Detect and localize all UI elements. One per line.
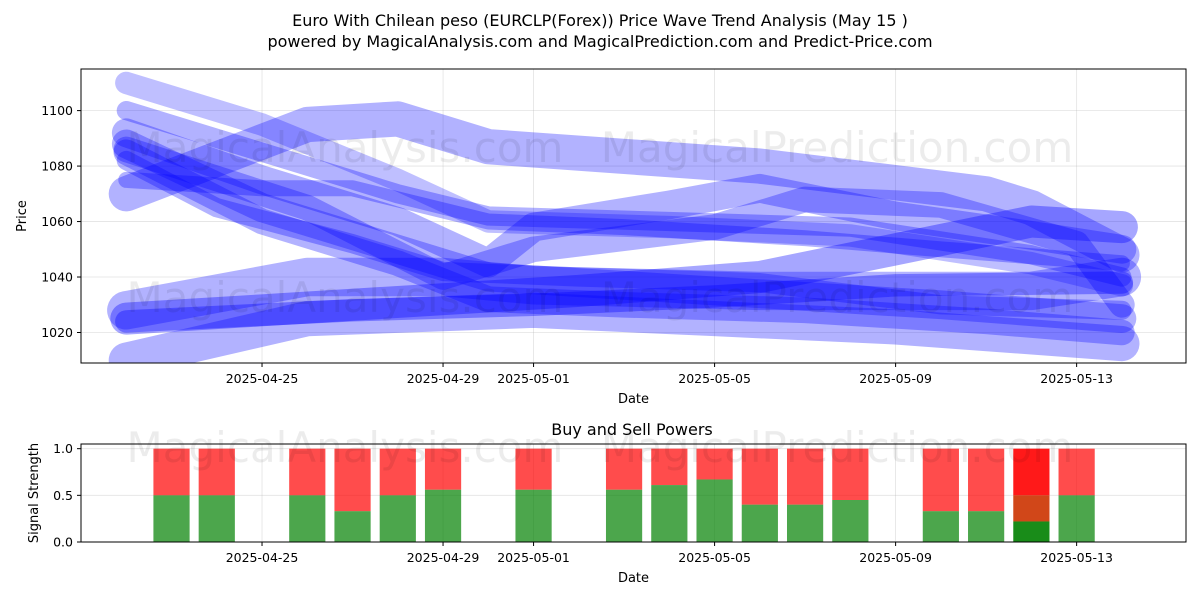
sell-bar-14 xyxy=(968,448,1005,512)
buy-bar-14 xyxy=(968,511,1005,542)
buy-bar-7 xyxy=(605,489,643,542)
price-plot-background xyxy=(81,69,1186,363)
buy-bar-8 xyxy=(651,485,688,542)
buy-bar-15 xyxy=(1013,521,1050,542)
sell-bar-strong-15 xyxy=(1013,448,1050,496)
wave-band-1 xyxy=(107,257,1142,330)
sell-bar-8 xyxy=(651,448,688,486)
buy-bar-1 xyxy=(198,495,235,542)
signal-panel-title: Buy and Sell Powers xyxy=(551,420,713,439)
buy-bar-16 xyxy=(1058,495,1095,542)
sell-bar-7 xyxy=(605,448,643,490)
price-y-tick-label: 1040 xyxy=(41,270,73,285)
wave-band-6 xyxy=(113,139,1135,346)
wave-band-8 xyxy=(113,136,1135,318)
price-panel: 1020 1040 1060 1080 1100 2025-04-25 2025-04-29… xyxy=(15,68,1187,407)
sell-bar-3 xyxy=(334,448,371,512)
price-x-axis-label: Date xyxy=(618,392,649,407)
signal-y-tick-label: 1.0 xyxy=(53,441,73,456)
sell-bar-2 xyxy=(289,448,326,496)
price-x-tick-label: 2025-05-13 xyxy=(1040,371,1113,386)
signal-x-tick-label: 2025-05-09 xyxy=(859,550,932,565)
sell-bar-11 xyxy=(786,448,824,505)
wave-band-12 xyxy=(118,171,1130,272)
watermark-left-middle: MagicalAnalysis.com xyxy=(127,273,564,322)
sell-bar-mixed-15 xyxy=(1013,495,1050,522)
buy-bar-13 xyxy=(922,511,959,542)
buy-bar-6 xyxy=(515,489,552,542)
chart-title: Euro With Chilean peso (EURCLP(Forex)) P… xyxy=(292,11,908,30)
signal-y-tick-label: 0.0 xyxy=(53,535,73,550)
buy-bar-2 xyxy=(289,495,326,542)
buy-bar-11 xyxy=(786,504,824,542)
wave-band-3 xyxy=(110,205,1138,335)
signal-x-axis-label: Date xyxy=(618,571,649,586)
chart-subtitle: powered by MagicalAnalysis.com and Magic… xyxy=(267,32,932,51)
watermark-right-top: MagicalPrediction.com xyxy=(601,123,1074,172)
price-y-tick-label: 1100 xyxy=(41,103,73,118)
wave-band-7 xyxy=(111,118,1137,278)
buy-bar-5 xyxy=(424,489,462,542)
wave-group xyxy=(107,71,1142,363)
signal-panel: 0.0 0.5 1.0 2025-04-25 2025-04-29 2025-05-01 2… xyxy=(27,441,1187,586)
wave-band-5 xyxy=(111,129,1137,333)
signal-plot-frame xyxy=(80,443,1187,543)
wave-band-0 xyxy=(108,101,1140,273)
watermark-right-bottom: MagicalPrediction.com xyxy=(601,423,1074,472)
price-x-tick-label: 2025-04-25 xyxy=(226,371,299,386)
buy-bar-4 xyxy=(379,495,416,542)
signal-x-tick-label: 2025-05-01 xyxy=(497,550,570,565)
buy-bar-0 xyxy=(153,495,190,542)
wave-band-4 xyxy=(115,271,1134,333)
wave-band-11 xyxy=(116,150,1132,320)
signal-y-axis-label: Signal Strength xyxy=(27,443,42,543)
sell-bar-13 xyxy=(922,448,959,512)
sell-bar-12 xyxy=(832,448,869,500)
buy-bar-3 xyxy=(334,511,371,542)
sell-bar-6 xyxy=(515,448,552,490)
sell-bar-0 xyxy=(153,448,190,496)
signal-x-tick-label: 2025-05-13 xyxy=(1040,550,1113,565)
price-x-tick-label: 2025-05-01 xyxy=(497,371,570,386)
signal-x-tick-label: 2025-05-05 xyxy=(678,550,751,565)
watermark-left-bottom: MagicalAnalysis.com xyxy=(127,423,564,472)
sell-bar-1 xyxy=(198,448,235,496)
wave-band-2 xyxy=(108,292,1140,363)
sell-bar-9 xyxy=(696,448,733,480)
price-y-tick-label: 1020 xyxy=(41,325,73,340)
buy-bar-10 xyxy=(741,504,778,542)
sell-bar-5 xyxy=(424,448,462,490)
watermark-left-top: MagicalAnalysis.com xyxy=(127,123,564,172)
price-x-tick-label: 2025-05-05 xyxy=(678,371,751,386)
price-y-tick-label: 1080 xyxy=(41,159,73,174)
sell-bar-4 xyxy=(379,448,416,496)
price-x-tick-label: 2025-04-29 xyxy=(407,371,480,386)
watermark-right-middle: MagicalPrediction.com xyxy=(601,273,1074,322)
wave-band-10 xyxy=(116,101,1132,287)
sell-bar-10 xyxy=(741,448,778,505)
sell-bar-16 xyxy=(1058,448,1095,496)
buy-bar-9 xyxy=(696,479,733,542)
signal-y-tick-label: 0.5 xyxy=(53,488,73,503)
price-y-tick-label: 1060 xyxy=(41,214,73,229)
price-y-axis-label: Price xyxy=(15,200,30,232)
buy-bar-12 xyxy=(832,500,869,542)
signal-x-tick-label: 2025-04-25 xyxy=(226,550,299,565)
price-x-tick-label: 2025-05-09 xyxy=(859,371,932,386)
signal-x-tick-label: 2025-04-29 xyxy=(407,550,480,565)
wave-band-9 xyxy=(115,71,1134,297)
price-plot-frame xyxy=(80,68,1187,364)
